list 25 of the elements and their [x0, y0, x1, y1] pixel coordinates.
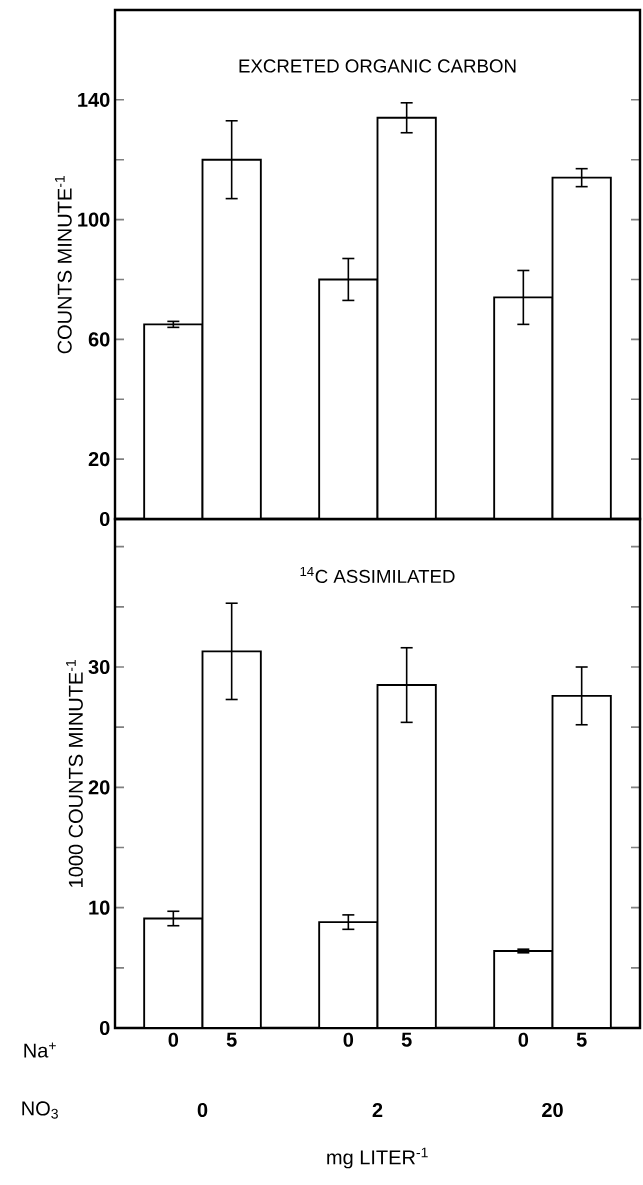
y-tick-label: 100 [78, 212, 110, 227]
x-tick-label: 5 [401, 1032, 412, 1047]
text: 20 [542, 1102, 563, 1118]
y-tick-label: 10 [89, 900, 110, 915]
y-axis-title: 1000 COUNTS MINUTE$^{-1}$ [66, 659, 83, 887]
y-tick-label: 0 [99, 1020, 110, 1036]
text: Na$^{+}$ [24, 1042, 56, 1058]
x-tick-label: 0 [518, 1032, 529, 1047]
y-tick-label: 20 [88, 780, 110, 795]
y-tick-label: 0 [99, 511, 110, 527]
text: NO$_{3}$ [22, 1101, 58, 1119]
text: $^{14}$C ASSIMILATED [300, 566, 455, 584]
y-tick-label: 60 [88, 332, 110, 347]
x-tick-label: 0 [343, 1032, 354, 1047]
y-tick-label: 20 [88, 452, 110, 467]
x-tick-label: 5 [226, 1032, 237, 1047]
text: 0 [197, 1102, 208, 1118]
text: EXCRETED ORGANIC CARBON [239, 59, 516, 73]
x-axis-title: mg LITER$^{-1}$ [327, 1147, 428, 1169]
y-tick-label: 30 [88, 659, 110, 675]
x-tick-label: 0 [168, 1032, 179, 1047]
y-axis-title: COUNTS MINUTE$^{-1}$ [54, 175, 72, 354]
x-tick-label: 5 [576, 1032, 587, 1047]
y-tick-label: 140 [78, 92, 110, 107]
text: 2 [372, 1103, 383, 1117]
